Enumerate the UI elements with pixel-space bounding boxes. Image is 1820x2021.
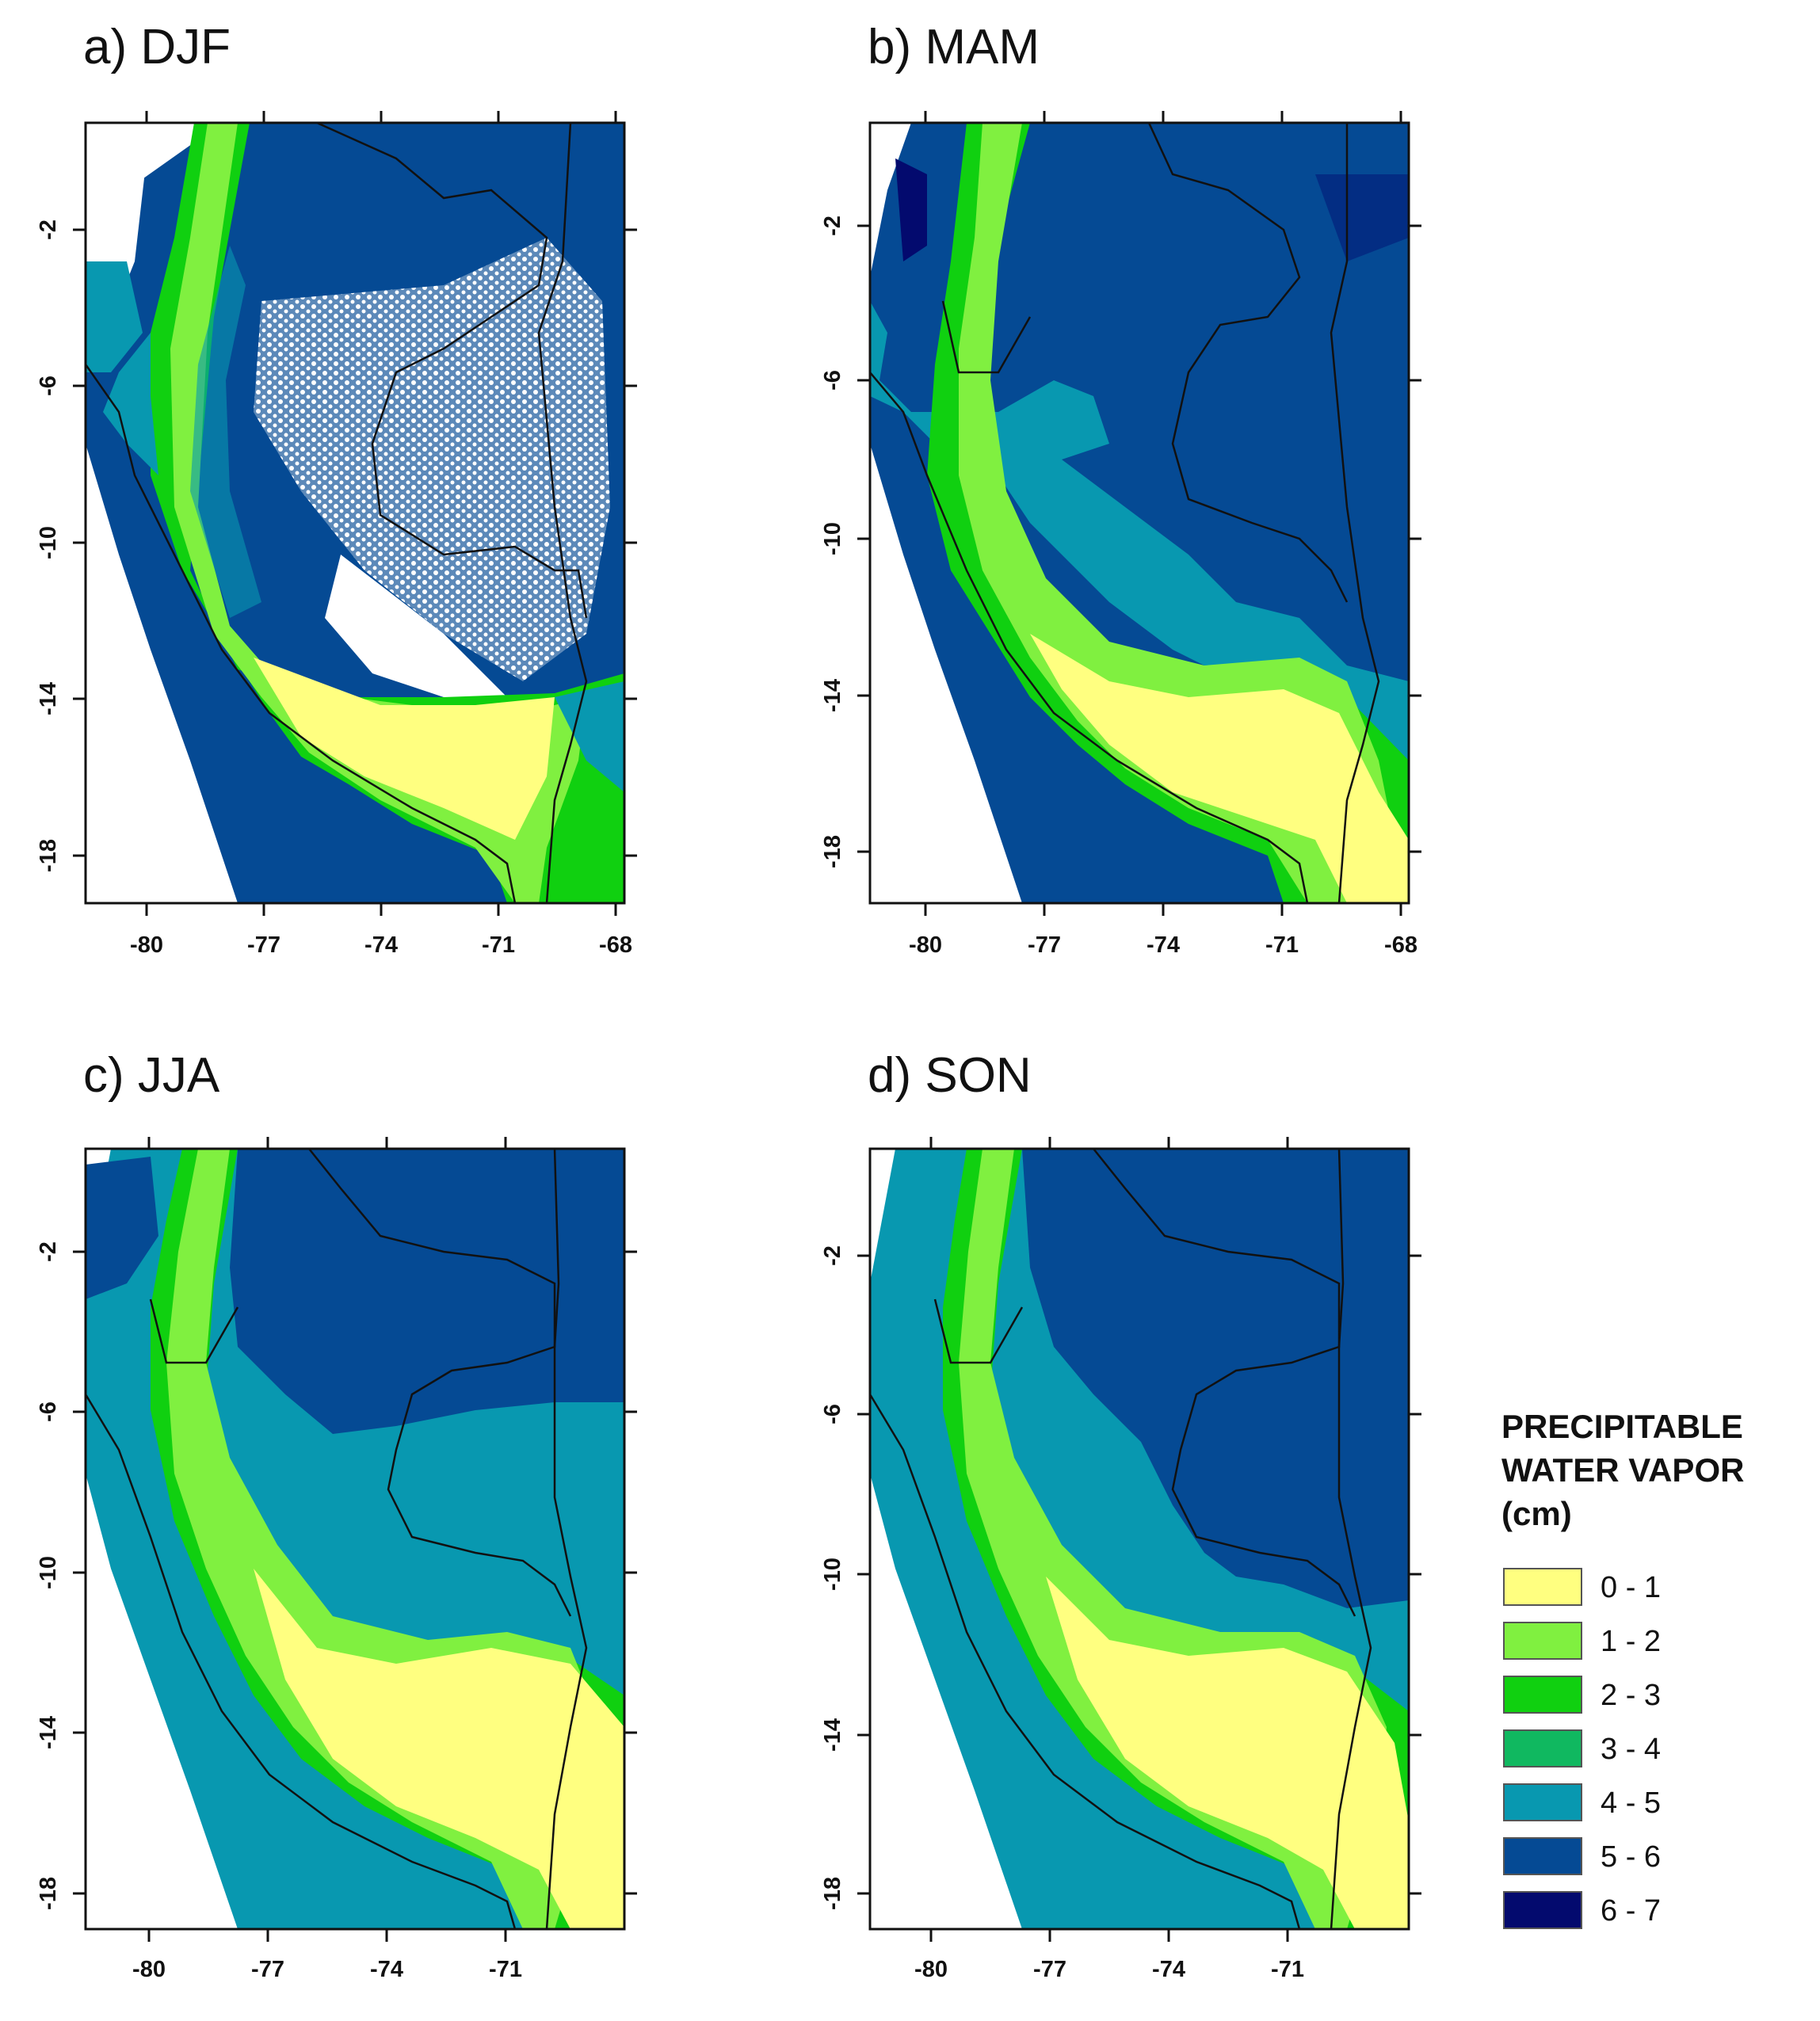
legend-label: 0 - 1 xyxy=(1601,1571,1661,1604)
legend-swatch xyxy=(1503,1676,1582,1714)
legend-swatch xyxy=(1503,1891,1582,1929)
region-1-2 xyxy=(170,123,586,903)
lat-tick-label: -14 xyxy=(820,1718,845,1752)
lon-tick-label: -80 xyxy=(130,932,163,958)
lat-tick-label: -10 xyxy=(36,526,61,559)
legend-title-line: PRECIPITABLE xyxy=(1501,1408,1743,1445)
lon-tick-label: -77 xyxy=(1033,1957,1066,1982)
legend-label: 6 - 7 xyxy=(1601,1894,1661,1928)
lat-tick-label: -6 xyxy=(36,376,61,396)
lon-tick-label: -80 xyxy=(909,932,942,958)
lon-tick-label: -74 xyxy=(370,1957,403,1982)
lon-tick-label: -80 xyxy=(132,1957,166,1982)
lon-tick-label: -74 xyxy=(364,932,398,958)
lat-tick-label: -2 xyxy=(820,1245,845,1266)
lat-tick-label: -2 xyxy=(36,1241,61,1262)
map-frame xyxy=(868,1147,1410,1931)
lat-tick-label: -2 xyxy=(36,219,61,240)
lon-tick-label: -71 xyxy=(489,1957,522,1982)
lon-ticks: -80 -77 -74 -71 xyxy=(914,1137,1304,1982)
panel-title: a) DJF xyxy=(83,20,231,74)
lon-ticks: -80 -77 -74 -71 -68 xyxy=(909,111,1417,958)
legend-swatch xyxy=(1503,1783,1582,1821)
lat-tick-label: -10 xyxy=(820,522,845,555)
panel-title: b) MAM xyxy=(868,20,1040,74)
lat-tick-label: -18 xyxy=(36,839,61,872)
panel-title: d) SON xyxy=(868,1048,1032,1103)
region-5-6 xyxy=(230,1149,624,1434)
region-0-1 xyxy=(1030,634,1409,903)
lat-tick-label: -14 xyxy=(36,682,61,715)
legend: PRECIPITABLE WATER VAPOR (cm) 0 - 1 1 - … xyxy=(1501,1408,1744,1929)
map-area xyxy=(86,123,624,903)
legend-label: 1 - 2 xyxy=(1601,1625,1661,1658)
panel-a: a) DJF xyxy=(36,20,637,958)
lon-tick-label: -71 xyxy=(1265,932,1299,958)
lat-ticks: -2 -6 -10 -14 -18 xyxy=(820,215,1421,868)
map-frame xyxy=(868,121,1410,905)
lat-tick-label: -14 xyxy=(36,1716,61,1749)
map-area xyxy=(870,123,1409,903)
lon-tick-label: -68 xyxy=(1384,932,1417,958)
legend-swatch xyxy=(1503,1837,1582,1875)
lat-tick-label: -14 xyxy=(820,679,845,712)
lat-ticks: -2 -6 -10 -14 -18 xyxy=(820,1245,1421,1910)
legend-swatch xyxy=(1503,1729,1582,1767)
lon-tick-label: -68 xyxy=(599,932,632,958)
lon-ticks: -80 -77 -74 -71 -68 xyxy=(130,111,632,958)
region-4-5 xyxy=(870,301,1409,761)
lon-ticks: -80 -77 -74 -71 xyxy=(132,1137,522,1982)
legend-label: 5 - 6 xyxy=(1601,1840,1661,1874)
lon-tick-label: -77 xyxy=(1028,932,1061,958)
region-0-1 xyxy=(254,658,555,840)
region-scattered-no-data xyxy=(254,238,610,681)
lat-tick-label: -2 xyxy=(820,215,845,236)
region-0-1 xyxy=(254,1569,624,1929)
lat-tick-label: -10 xyxy=(820,1558,845,1591)
legend-title-line: (cm) xyxy=(1501,1495,1572,1532)
region-0-1 xyxy=(1046,1577,1409,1929)
legend-title-line: WATER VAPOR xyxy=(1501,1451,1744,1489)
lat-tick-label: -6 xyxy=(820,1404,845,1424)
region-5-6 xyxy=(1022,1149,1409,1608)
region-6-7 xyxy=(895,158,927,261)
lon-tick-label: -71 xyxy=(1271,1957,1304,1982)
lon-tick-label: -77 xyxy=(251,1957,284,1982)
lat-tick-label: -18 xyxy=(36,1877,61,1910)
lat-ticks: -2 -6 -10 -14 -18 xyxy=(36,219,637,872)
lon-tick-label: -77 xyxy=(247,932,280,958)
panel-title: c) JJA xyxy=(83,1048,220,1103)
panel-d: d) SON -80 -77 -74 -71 xyxy=(820,1048,1421,1982)
lon-tick-label: -74 xyxy=(1147,932,1180,958)
legend-label: 2 - 3 xyxy=(1601,1679,1661,1712)
lon-tick-label: -74 xyxy=(1152,1957,1185,1982)
panel-b: b) MAM -80 -77 xyxy=(820,20,1421,958)
legend-swatch xyxy=(1503,1622,1582,1660)
map-frame xyxy=(84,1147,626,1931)
legend-label: 4 - 5 xyxy=(1601,1786,1661,1820)
map-frame xyxy=(84,121,626,905)
legend-swatch xyxy=(1503,1568,1582,1606)
lat-tick-label: -6 xyxy=(36,1401,61,1422)
lon-tick-label: -80 xyxy=(914,1957,948,1982)
lat-tick-label: -18 xyxy=(820,835,845,868)
legend-label: 3 - 4 xyxy=(1601,1733,1661,1766)
lat-tick-label: -6 xyxy=(820,370,845,391)
map-area xyxy=(86,1149,624,1929)
lat-tick-label: -10 xyxy=(36,1556,61,1589)
map-area xyxy=(870,1149,1409,1929)
lat-ticks: -2 -6 -10 -14 -18 xyxy=(36,1241,637,1910)
lat-tick-label: -18 xyxy=(820,1877,845,1910)
lon-tick-label: -71 xyxy=(482,932,515,958)
panel-c: c) JJA -80 -77 -74 -71 xyxy=(36,1048,637,1982)
